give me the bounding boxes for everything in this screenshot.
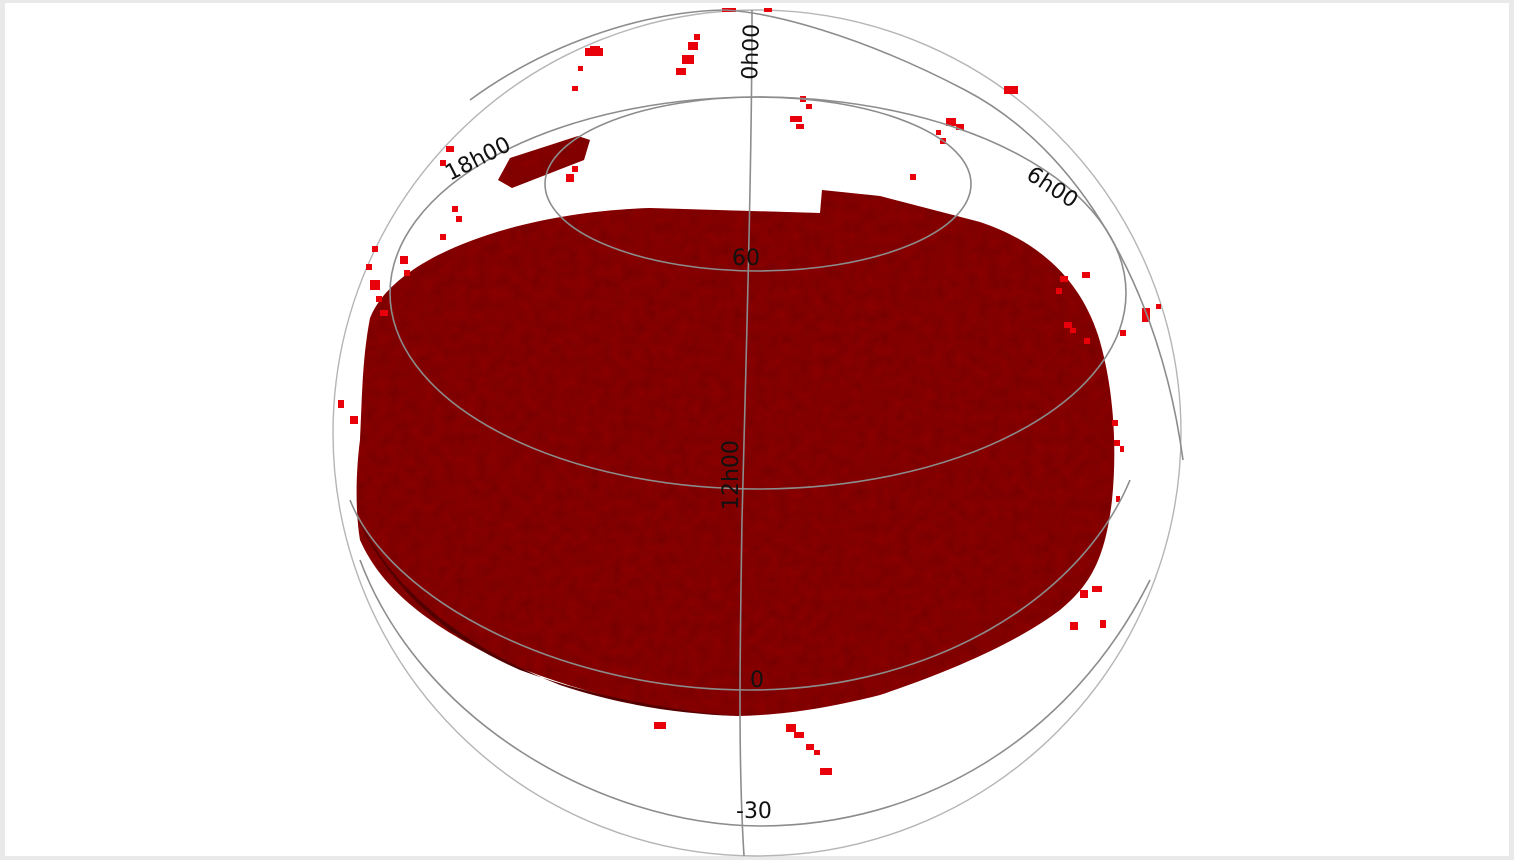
outlier-patch bbox=[1070, 622, 1078, 630]
meridian-0h-12h bbox=[739, 9, 753, 857]
coverage-lower-rim bbox=[350, 500, 737, 716]
outlier-patch bbox=[936, 130, 941, 135]
outlier-patch bbox=[452, 206, 458, 212]
outlier-patch bbox=[380, 310, 388, 316]
outlier-patch bbox=[566, 174, 574, 182]
outlier-patch bbox=[956, 124, 964, 130]
ra-grid bbox=[469, 9, 1184, 857]
outlier-patch bbox=[1070, 328, 1076, 333]
outlier-patch bbox=[794, 732, 804, 738]
outlier-patch bbox=[1120, 330, 1126, 336]
outlier-patch bbox=[350, 416, 358, 424]
outlier-patch bbox=[910, 174, 916, 180]
ra-label-0h: 0h00 bbox=[738, 23, 765, 80]
ra-label-12h: 12h00 bbox=[719, 440, 744, 510]
dec-label-60: 60 bbox=[732, 246, 760, 271]
dec-label-minus30: -30 bbox=[736, 799, 772, 824]
meridian-6h-18h-back bbox=[469, 9, 725, 101]
outlier-patch bbox=[1092, 586, 1102, 592]
outlier-patch bbox=[1080, 590, 1088, 598]
outlier-patch bbox=[1060, 276, 1068, 282]
outlier-patch bbox=[338, 400, 344, 408]
outlier-patch bbox=[694, 34, 700, 40]
outlier-patch bbox=[1082, 272, 1090, 278]
survey-coverage-region bbox=[350, 136, 1115, 716]
outlier-patch bbox=[572, 166, 578, 172]
dec-grid bbox=[349, 96, 1151, 827]
outlier-patch bbox=[806, 104, 812, 109]
coverage-north-patch bbox=[498, 136, 590, 188]
ra-label-6h: 6h00 bbox=[1022, 162, 1083, 213]
outlier-patch bbox=[456, 216, 462, 222]
outlier-patch bbox=[1112, 420, 1118, 426]
coverage-main-body bbox=[356, 190, 1115, 716]
parallel-dec-30 bbox=[389, 96, 1127, 490]
parallel-dec-0 bbox=[349, 479, 1131, 691]
outlier-patch bbox=[400, 256, 408, 264]
sphere-outline bbox=[332, 9, 1182, 857]
outlier-patch bbox=[676, 68, 686, 75]
outlier-patch bbox=[440, 160, 446, 166]
outlier-patch bbox=[590, 46, 600, 52]
outlier-patch bbox=[1116, 496, 1120, 502]
outlier-patch bbox=[806, 744, 814, 750]
outlier-patch bbox=[796, 124, 804, 129]
outlier-patch bbox=[1114, 440, 1120, 446]
meridian-6h-18h bbox=[723, 9, 1184, 461]
outlier-patch bbox=[1064, 322, 1072, 328]
outlier-patch bbox=[786, 724, 796, 732]
outlier-patch bbox=[372, 246, 378, 252]
outlier-patch bbox=[790, 116, 802, 122]
outlier-patch bbox=[946, 118, 956, 126]
outlier-patch bbox=[1004, 86, 1018, 94]
outlier-patch bbox=[764, 8, 772, 12]
outlier-patch bbox=[1100, 620, 1106, 628]
outlier-patch bbox=[820, 768, 832, 775]
outlier-patch bbox=[654, 722, 666, 729]
outlier-patch bbox=[1056, 288, 1062, 294]
dec-label-0: 0 bbox=[750, 668, 764, 693]
outlier-patch bbox=[1120, 446, 1124, 452]
outlier-patch bbox=[376, 296, 382, 302]
outlier-patch bbox=[366, 264, 372, 270]
outlier-patch bbox=[404, 270, 410, 276]
outlier-patch bbox=[578, 66, 583, 71]
outlier-patch bbox=[1156, 304, 1161, 309]
outlier-patches bbox=[338, 8, 1161, 775]
outlier-patch bbox=[1142, 308, 1150, 322]
outlier-patch bbox=[370, 280, 380, 290]
outlier-patch bbox=[440, 234, 446, 240]
outlier-patch bbox=[688, 42, 698, 50]
outlier-patch bbox=[446, 146, 454, 152]
outlier-patch bbox=[572, 86, 578, 91]
outlier-patch bbox=[814, 750, 820, 755]
outlier-patch bbox=[682, 55, 694, 64]
parallel-dec-minus30 bbox=[359, 559, 1151, 827]
outlier-patch bbox=[1084, 338, 1090, 344]
